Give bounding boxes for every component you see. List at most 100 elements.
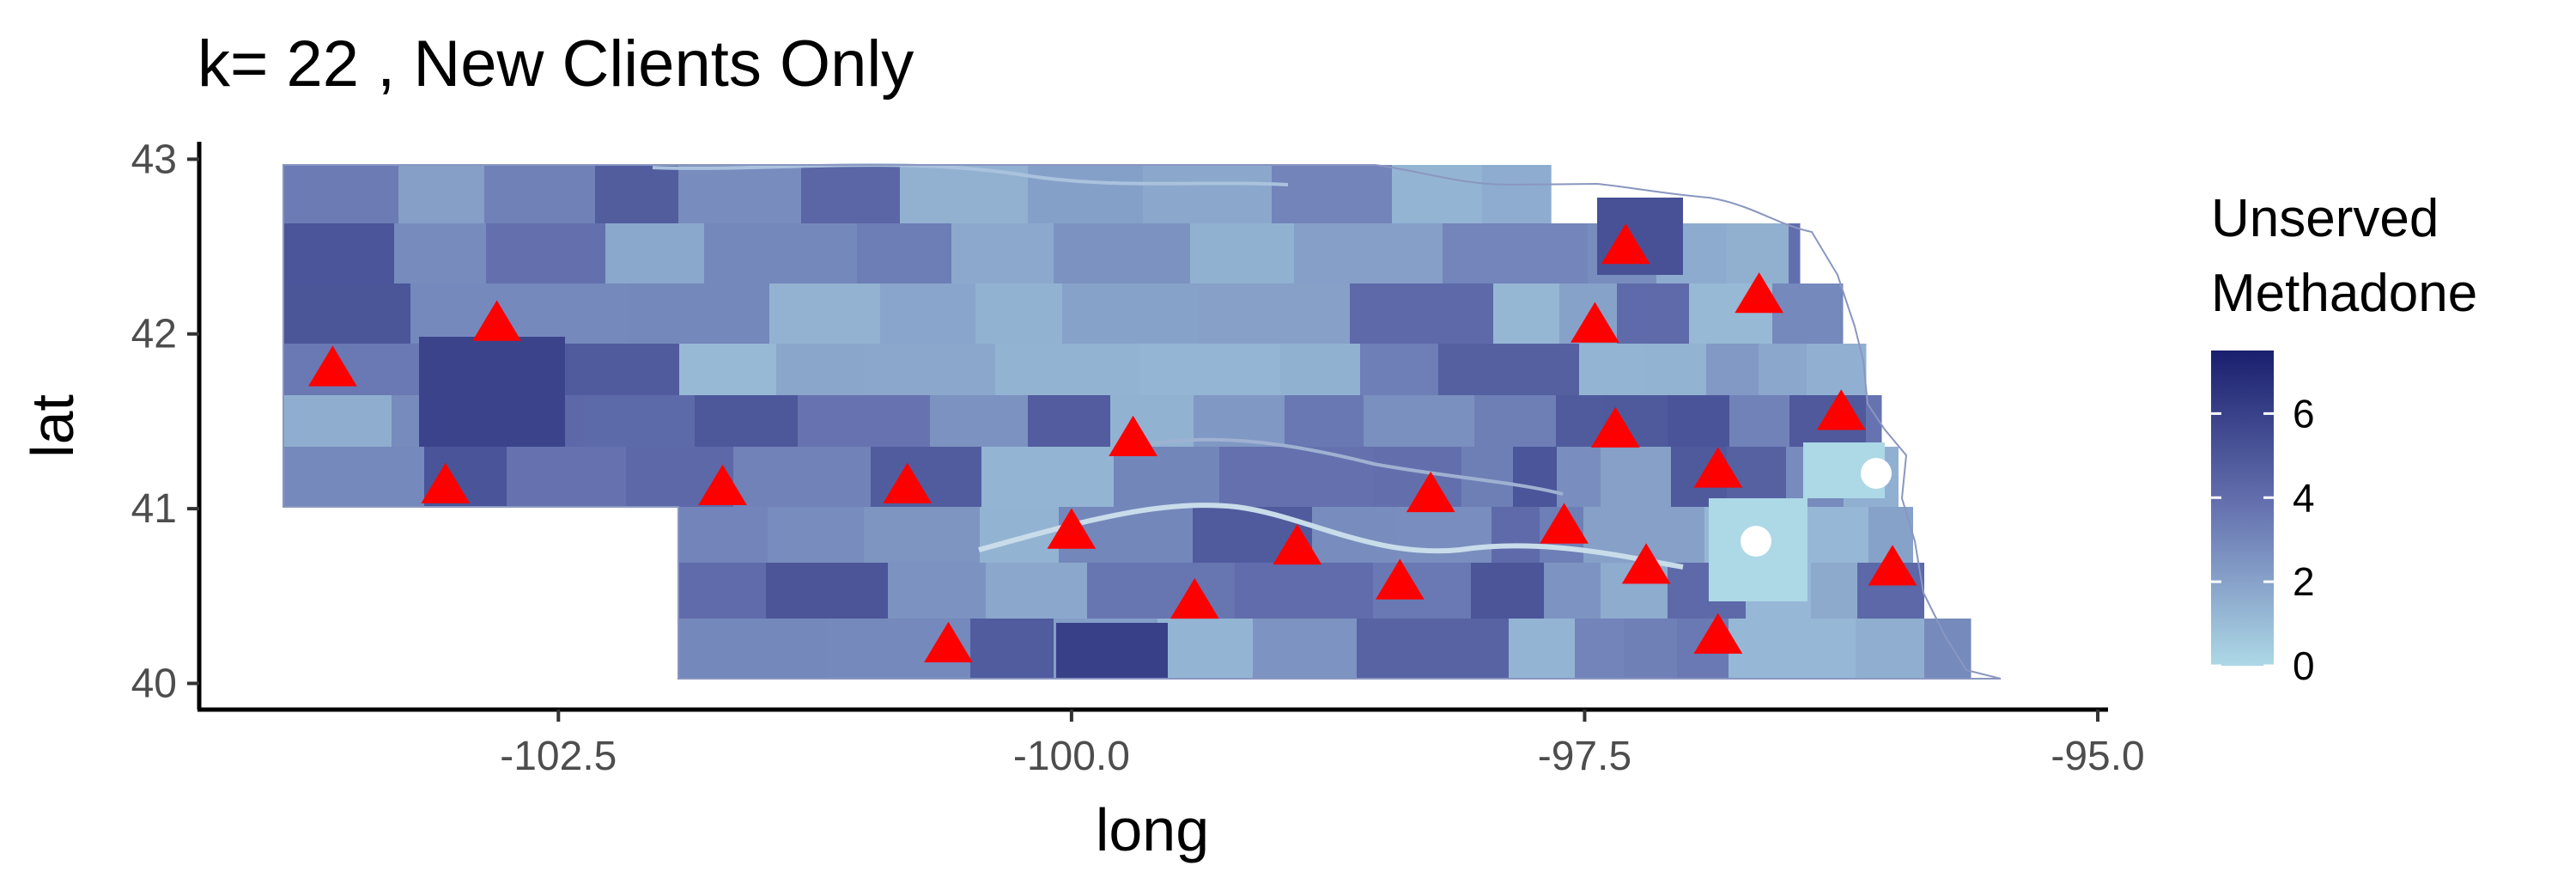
- county-tile: [1575, 619, 1625, 680]
- county-tile: [1727, 447, 1787, 508]
- county-tile: [864, 507, 981, 564]
- county-tile: [1792, 619, 1856, 680]
- clinic-triangle: [883, 462, 933, 503]
- county-tile: [1280, 344, 1361, 396]
- county-tile: [888, 563, 987, 619]
- axes: -102.5 -100.0 -97.5 -95.0 40 41 42 43: [131, 137, 2145, 779]
- county-tile: [678, 619, 828, 680]
- clinic-triangle: [308, 345, 357, 387]
- y-tick-label: 40: [131, 661, 177, 706]
- x-tick-label: -100.0: [1013, 734, 1130, 779]
- county-tile: [1443, 223, 1589, 284]
- clinic-triangle: [472, 300, 521, 341]
- county-tile: [1028, 165, 1144, 224]
- county-tile: [1253, 619, 1358, 680]
- county-tile: [1482, 165, 1552, 224]
- county-tile: [1114, 447, 1220, 508]
- county-tile: [419, 337, 565, 447]
- county-tile: [605, 223, 705, 284]
- county-tile: [1312, 507, 1398, 564]
- county-tile: [398, 165, 485, 224]
- county-tile: [1028, 395, 1111, 448]
- county-tile: [1706, 344, 1759, 396]
- plot-title: k= 22 , New Clients Only: [197, 27, 914, 101]
- county-tile: [1856, 619, 1925, 680]
- y-ticks: 40 41 42 43: [131, 137, 199, 706]
- county-tile: [1513, 447, 1558, 508]
- county-tile: [1364, 395, 1475, 448]
- county-tile: [733, 447, 872, 508]
- county-tile: [283, 165, 399, 224]
- clinic-triangle: [1735, 271, 1783, 314]
- county-tile: [801, 165, 901, 224]
- county-tile: [1198, 283, 1351, 344]
- county-tile: [798, 395, 931, 448]
- county-tile: [1056, 623, 1168, 679]
- county-tile: [1474, 395, 1557, 448]
- county-tile: [769, 283, 881, 344]
- county-tile: [595, 165, 679, 224]
- county-tile: [678, 563, 767, 619]
- county-tile: [1617, 283, 1690, 344]
- county-tile: [1157, 619, 1254, 680]
- county-tile: [1139, 344, 1281, 396]
- county-tile: [695, 395, 799, 448]
- county-tile: [981, 447, 1115, 508]
- county-tile: [513, 283, 629, 344]
- county-tile: [583, 395, 696, 448]
- county-tile: [1556, 395, 1605, 448]
- county-tile: [283, 283, 411, 344]
- county-tile: [1544, 563, 1601, 619]
- county-tile: [930, 395, 1029, 448]
- county-tile: [679, 344, 777, 396]
- county-tile: [1924, 619, 1971, 680]
- county-tile: [1438, 344, 1580, 396]
- clinic-triangle: [421, 462, 471, 503]
- county-tile: [283, 223, 395, 284]
- clinic-triangle: [1590, 406, 1640, 448]
- county-tile: [283, 447, 425, 508]
- county-tile: [1493, 283, 1560, 344]
- clinic-triangle: [1693, 447, 1743, 488]
- county-tile: [1054, 223, 1191, 284]
- county-tile: [1601, 447, 1672, 508]
- clinic-triangle: [1816, 389, 1866, 430]
- county-tile: [995, 344, 1140, 396]
- county-tile: [1143, 165, 1273, 224]
- county-tile: [1729, 395, 1790, 448]
- county-tile: [507, 447, 627, 508]
- county-tile: [1235, 563, 1374, 619]
- county-tile: [986, 563, 1088, 619]
- county-tile: [1190, 223, 1295, 284]
- county-tile: [1360, 344, 1439, 396]
- county-tile: [1807, 344, 1867, 396]
- legend: Unserved Methadone 0 2 4 6: [2211, 189, 2477, 688]
- county-tile: [1219, 447, 1374, 508]
- county-tile: [1772, 283, 1841, 344]
- legend-tick-label: 4: [2293, 475, 2315, 520]
- x-ticks: -102.5 -100.0 -97.5 -95.0: [500, 710, 2145, 779]
- clinic-triangle: [1273, 523, 1322, 565]
- legend-tick-label: 2: [2293, 559, 2315, 604]
- county-tile: [283, 395, 392, 448]
- clinic-triangle: [1047, 508, 1097, 549]
- county-tile: [1643, 344, 1707, 396]
- county-tile: [1579, 344, 1643, 396]
- clinic-triangle: [1406, 471, 1455, 513]
- empty-area-marker: [1741, 526, 1771, 557]
- county-tile: [1357, 619, 1510, 680]
- river-path: [652, 163, 1289, 186]
- county-tile: [1759, 344, 1807, 396]
- legend-ticks: 0 2 4 6: [2211, 391, 2315, 688]
- legend-tick-label: 6: [2293, 391, 2315, 436]
- clinic-triangle: [924, 621, 973, 662]
- x-tick-label: -95.0: [2050, 734, 2144, 779]
- county-tile: [1557, 447, 1601, 508]
- county-tile: [766, 563, 889, 619]
- county-tile: [283, 344, 428, 396]
- clinic-triangle: [1621, 543, 1671, 584]
- county-tile: [1789, 223, 1801, 284]
- legend-title-line1: Unserved: [2211, 189, 2439, 248]
- county-tile: [1668, 395, 1730, 448]
